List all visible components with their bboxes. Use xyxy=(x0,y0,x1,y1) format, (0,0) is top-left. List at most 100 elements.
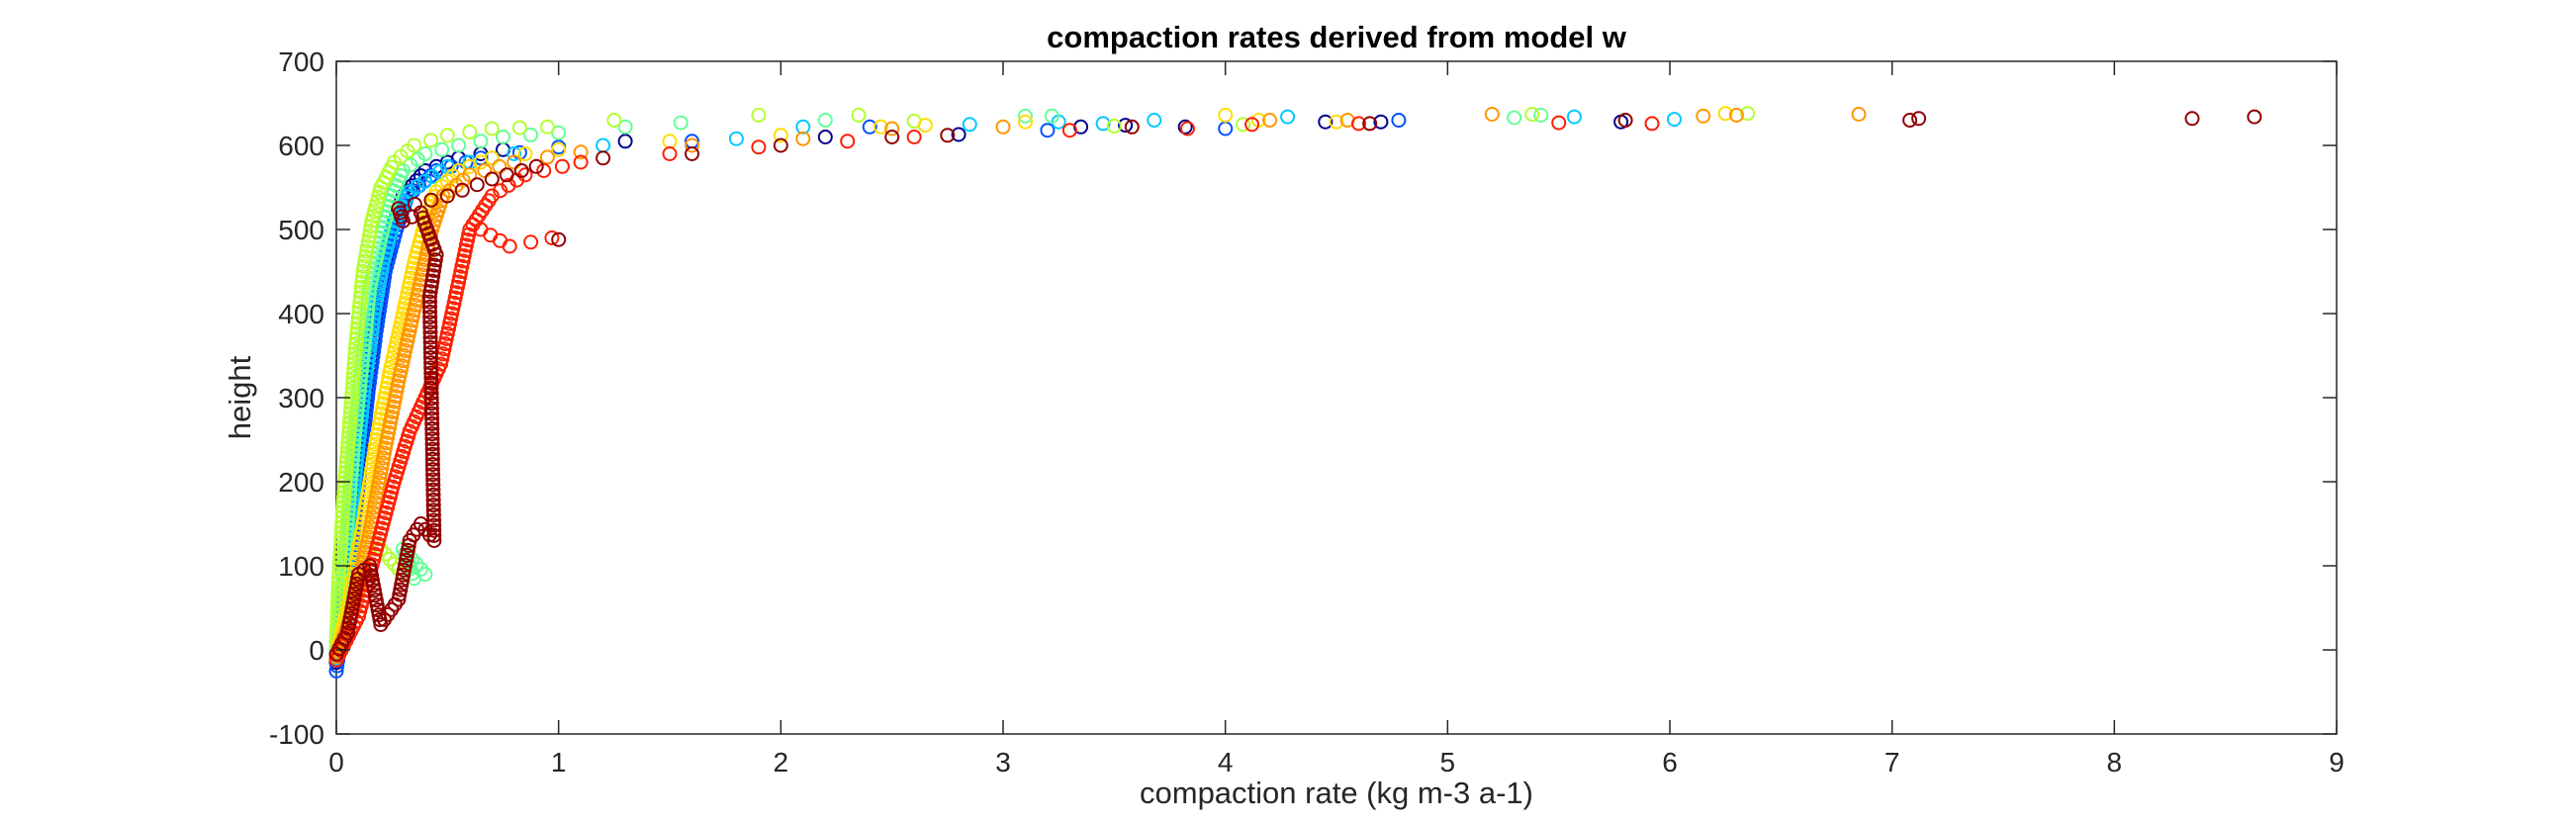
data-point xyxy=(421,289,437,305)
x-tick-label: 4 xyxy=(1218,747,1234,777)
data-point xyxy=(1180,121,1195,137)
data-point xyxy=(1124,119,1140,135)
data-point xyxy=(343,396,359,411)
data-point xyxy=(375,401,391,416)
data-point xyxy=(1118,118,1134,134)
data-point xyxy=(517,146,533,161)
x-tick-label: 9 xyxy=(2329,747,2345,777)
data-point xyxy=(1911,111,1927,127)
x-axis: 0 1 2 3 4 5 6 7 8 9 xyxy=(328,61,2345,777)
data-point xyxy=(368,593,384,608)
data-point xyxy=(1018,108,1033,124)
data-point xyxy=(673,115,689,131)
data-point xyxy=(1236,117,1251,133)
data-point xyxy=(332,550,348,565)
data-point xyxy=(424,451,440,467)
data-point xyxy=(439,128,455,143)
series-8 xyxy=(328,109,2262,662)
data-point xyxy=(425,462,440,478)
data-point xyxy=(334,519,349,535)
data-point xyxy=(373,412,389,427)
data-point xyxy=(407,197,422,212)
data-point xyxy=(347,346,363,361)
data-point xyxy=(337,470,353,485)
data-point xyxy=(506,154,522,170)
data-point xyxy=(339,445,355,460)
data-point xyxy=(335,495,351,509)
data-point xyxy=(906,130,922,144)
data-point xyxy=(338,460,354,475)
data-point xyxy=(352,295,368,311)
data-point xyxy=(422,320,438,335)
data-point xyxy=(353,279,369,295)
data-point xyxy=(422,339,438,355)
data-point xyxy=(388,389,404,405)
data-point xyxy=(354,269,370,285)
data-point xyxy=(382,419,398,435)
data-point xyxy=(354,274,370,290)
data-point xyxy=(1533,107,1549,123)
data-point xyxy=(477,163,493,178)
data-point xyxy=(423,391,439,407)
data-point xyxy=(424,406,439,421)
data-point xyxy=(1318,114,1334,130)
data-point xyxy=(425,503,441,518)
x-tick-label: 1 xyxy=(551,747,567,777)
data-point xyxy=(342,415,357,430)
data-point xyxy=(424,169,440,184)
data-point xyxy=(773,137,788,153)
data-point xyxy=(351,300,367,316)
x-tick-label: 0 xyxy=(328,747,344,777)
data-point xyxy=(372,470,388,486)
data-point xyxy=(348,331,364,346)
data-point xyxy=(343,605,359,621)
data-point xyxy=(873,119,888,135)
data-point xyxy=(451,274,467,290)
data-point xyxy=(358,248,374,264)
data-point xyxy=(360,238,375,254)
data-point xyxy=(331,560,347,576)
data-point xyxy=(407,137,422,153)
data-point xyxy=(360,487,376,502)
data-point xyxy=(453,264,469,279)
data-point xyxy=(951,127,966,142)
data-point xyxy=(377,391,393,407)
data-point xyxy=(917,118,933,134)
data-point xyxy=(377,445,392,461)
data-point xyxy=(334,514,350,530)
data-point xyxy=(382,551,398,567)
data-point xyxy=(390,378,406,394)
data-point xyxy=(685,146,699,161)
data-point xyxy=(379,380,395,396)
data-point xyxy=(457,242,473,258)
data-point xyxy=(1617,113,1633,128)
y-tick-label: 500 xyxy=(278,215,324,245)
data-point xyxy=(370,426,385,442)
data-point xyxy=(426,533,442,548)
data-point xyxy=(426,517,442,533)
data-point xyxy=(427,252,443,268)
data-point xyxy=(423,360,439,376)
x-tick-label: 8 xyxy=(2107,747,2123,777)
data-point xyxy=(496,130,510,144)
data-point xyxy=(685,137,699,153)
data-point xyxy=(426,257,442,273)
data-point xyxy=(372,612,388,627)
data-point xyxy=(1040,123,1056,138)
data-point xyxy=(446,295,462,311)
data-point xyxy=(340,440,355,455)
data-point xyxy=(426,527,442,543)
data-point xyxy=(423,355,439,371)
data-point xyxy=(1018,114,1033,130)
data-point xyxy=(350,311,366,326)
data-point xyxy=(795,119,811,135)
y-axis: -100 0 100 200 300 400 500 600 700 xyxy=(269,46,2337,750)
data-point xyxy=(425,268,441,284)
data-point xyxy=(424,436,440,452)
data-point xyxy=(884,130,900,144)
data-point xyxy=(544,230,560,245)
data-point xyxy=(551,125,567,140)
data-point xyxy=(422,345,438,360)
y-axis-label: height xyxy=(223,355,257,439)
data-point xyxy=(380,430,395,445)
